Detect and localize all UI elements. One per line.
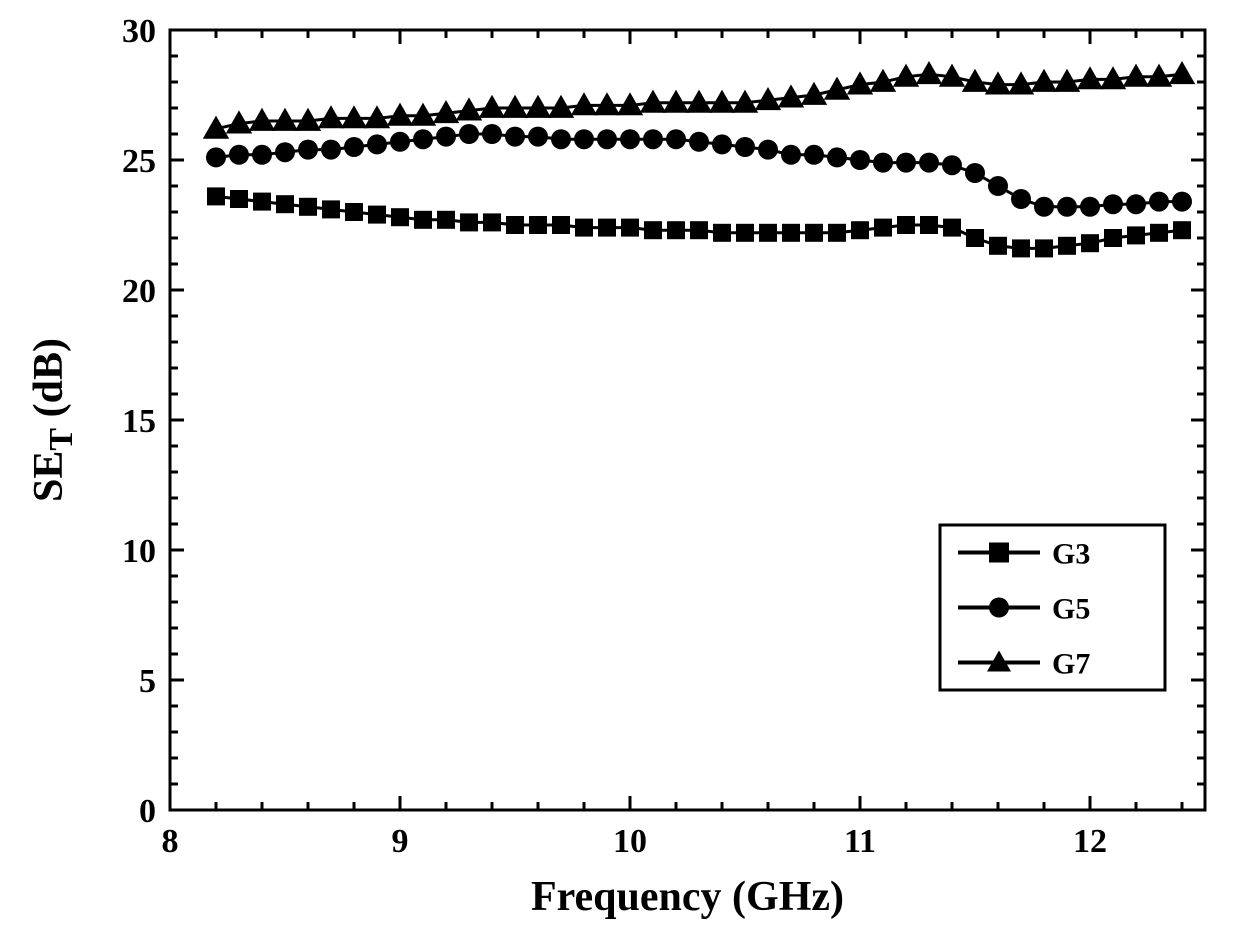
x-axis-label: Frequency (GHz) <box>531 874 844 920</box>
y-tick-label: 15 <box>122 403 156 440</box>
chart-container: 89101112051015202530Frequency (GHz)SET (… <box>0 0 1240 952</box>
y-tick-label: 25 <box>122 143 156 180</box>
x-tick-label: 9 <box>392 823 409 860</box>
x-tick-label: 10 <box>613 823 647 860</box>
y-tick-label: 5 <box>139 663 156 700</box>
legend-label: G5 <box>1052 593 1090 626</box>
se-chart: 89101112051015202530Frequency (GHz)SET (… <box>0 0 1240 952</box>
x-tick-label: 12 <box>1073 823 1107 860</box>
x-tick-label: 11 <box>844 823 876 860</box>
y-tick-label: 20 <box>122 273 156 310</box>
legend: G3 G5 G7 <box>940 525 1165 690</box>
y-tick-label: 30 <box>122 13 156 50</box>
y-tick-label: 10 <box>122 533 156 570</box>
y-tick-label: 0 <box>139 793 156 830</box>
legend-label: G7 <box>1052 648 1090 681</box>
x-tick-label: 8 <box>162 823 179 860</box>
legend-label: G3 <box>1052 538 1090 571</box>
